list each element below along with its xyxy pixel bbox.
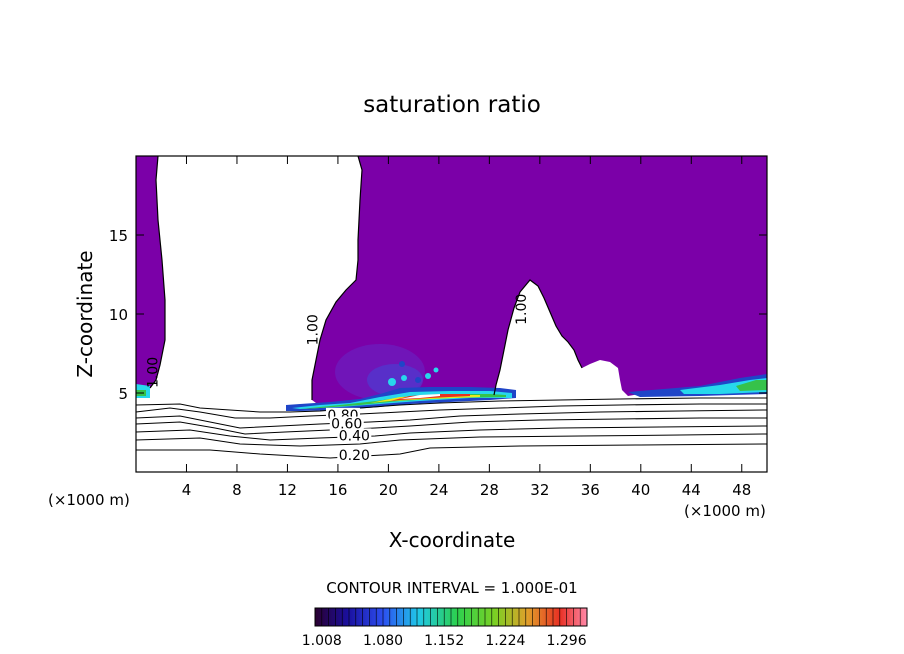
contour-label-bg: [337, 428, 372, 443]
chart-title: saturation ratio: [363, 92, 541, 118]
x-tick-label: 32: [530, 481, 549, 499]
plot-area: [136, 156, 767, 459]
x-unit-left: (×1000 m): [48, 491, 130, 509]
x-unit-right: (×1000 m): [684, 502, 766, 520]
y-tick-label: 15: [109, 227, 128, 245]
contour-value-labels: 1.001.001.000.800.600.400.20: [145, 294, 530, 464]
y-axis: 5 10 15: [109, 227, 767, 403]
contour-label: 1.00: [145, 357, 161, 388]
x-tick-label: 24: [429, 481, 448, 499]
saturation-field: [136, 156, 165, 390]
colorbar-label: 1.080: [363, 633, 403, 649]
contour-label-bg: [337, 448, 372, 463]
x-tick-label: 28: [480, 481, 499, 499]
x-axis: 4 8 12 16 20 24 28 32 36 40 44 48: [182, 156, 751, 499]
colorbar-label: 1.008: [302, 633, 342, 649]
x-tick-label: 16: [328, 481, 347, 499]
x-tick-label: 4: [182, 481, 192, 499]
contour-label: 1.00: [306, 314, 322, 345]
x-tick-label: 48: [732, 481, 751, 499]
contour-label: 0.40: [339, 428, 370, 444]
x-tick-label: 8: [232, 481, 242, 499]
colorbar-label: 1.152: [424, 633, 464, 649]
saturation-field: [312, 156, 767, 406]
colorbar-label: 1.224: [485, 633, 525, 649]
contour-label-bg: [329, 416, 364, 431]
x-tick-label: 36: [581, 481, 600, 499]
contour-interval-text: CONTOUR INTERVAL = 1.000E-01: [326, 579, 577, 597]
colorbar-labels: 1.008 1.080 1.152 1.224 1.296: [302, 633, 587, 649]
y-axis-label: Z-coordinate: [73, 250, 97, 377]
y-tick-label: 10: [109, 306, 128, 324]
contour-label: 0.20: [339, 448, 370, 464]
x-tick-label: 20: [379, 481, 398, 499]
contour-lines: [136, 397, 767, 459]
x-tick-label: 12: [278, 481, 297, 499]
colorbar-label: 1.296: [547, 633, 587, 649]
colorbar-ticks: [314, 608, 588, 626]
x-tick-label: 40: [631, 481, 650, 499]
y-tick-label: 5: [118, 385, 128, 403]
x-tick-label: 44: [682, 481, 701, 499]
x-axis-label: X-coordinate: [389, 528, 516, 552]
contour-label: 1.00: [514, 294, 530, 325]
